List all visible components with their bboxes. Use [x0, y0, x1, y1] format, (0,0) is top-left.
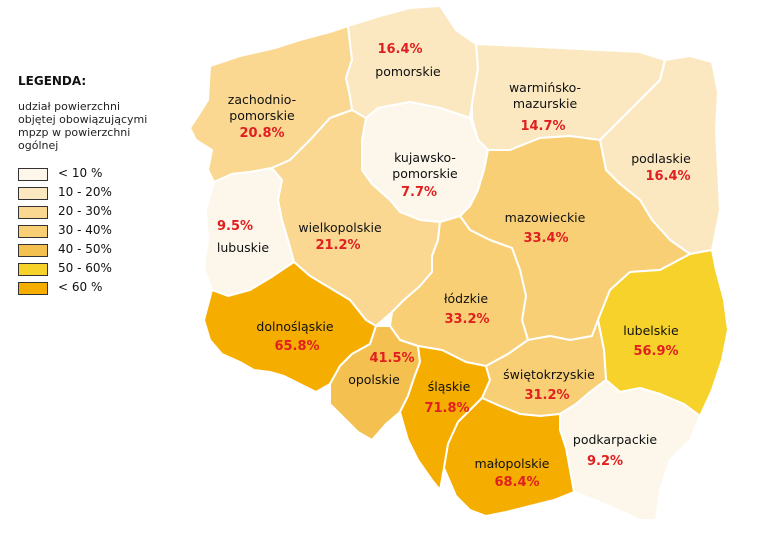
label-malopolskie: małopolskie	[474, 456, 549, 471]
label-lubelskie: lubelskie	[623, 323, 679, 338]
legend-swatch	[18, 206, 48, 219]
value-swietokrzyskie: 31.2%	[524, 388, 569, 403]
legend-item-label: < 10 %	[58, 166, 103, 180]
value-opolskie: 41.5%	[369, 351, 414, 366]
label-podlaskie: podlaskie	[631, 151, 691, 166]
value-podkarpackie: 9.2%	[587, 454, 623, 469]
legend-item-label: 10 - 20%	[58, 185, 112, 199]
label-lubuskie: lubuskie	[217, 240, 269, 255]
legend-swatch	[18, 263, 48, 276]
legend-description: udział powierzchni objętej obowiązującym…	[18, 100, 178, 152]
legend-swatch	[18, 244, 48, 257]
legend-item-label: 30 - 40%	[58, 223, 112, 237]
label-kujawsko-pomorskie-line1: kujawsko-	[394, 150, 456, 165]
value-dolnoslaskie: 65.8%	[274, 339, 319, 354]
label-slaskie: śląskie	[428, 379, 471, 394]
legend-item-label: 40 - 50%	[58, 242, 112, 256]
legend-description-line: objętej obowiązującymi	[18, 113, 148, 126]
region-malopolskie[interactable]	[443, 397, 575, 517]
label-warminsko-mazurskie-line1: warmińsko-	[509, 80, 581, 95]
label-wielkopolskie: wielkopolskie	[298, 220, 382, 235]
legend-description-line: ogólnej	[18, 139, 59, 152]
value-lubuskie: 9.5%	[217, 219, 253, 234]
legend-description-line: udział powierzchni	[18, 100, 121, 113]
legend: LEGENDA: udział powierzchni objętej obow…	[0, 0, 200, 300]
value-wielkopolskie: 21.2%	[315, 238, 360, 253]
region-podkarpackie[interactable]	[559, 379, 701, 521]
value-slaskie: 71.8%	[424, 401, 469, 416]
value-zachodniopomorskie: 20.8%	[239, 126, 284, 141]
label-mazowieckie: mazowieckie	[505, 210, 586, 225]
label-opolskie: opolskie	[348, 372, 400, 387]
region-opolskie[interactable]	[329, 325, 421, 441]
legend-item-label: < 60 %	[58, 280, 103, 294]
label-podkarpackie: podkarpackie	[573, 432, 658, 447]
label-dolnoslaskie: dolnośląskie	[256, 319, 333, 334]
label-kujawsko-pomorskie-line2: pomorskie	[392, 166, 458, 181]
legend-item-label: 50 - 60%	[58, 261, 112, 275]
label-pomorskie: pomorskie	[375, 64, 441, 79]
legend-swatch	[18, 282, 48, 295]
value-kujawsko-pomorskie: 7.7%	[401, 185, 437, 200]
value-malopolskie: 68.4%	[494, 475, 539, 490]
value-mazowieckie: 33.4%	[523, 231, 568, 246]
value-lodzkie: 33.2%	[444, 312, 489, 327]
label-warminsko-mazurskie-line2: mazurskie	[513, 96, 578, 111]
value-lubelskie: 56.9%	[633, 344, 678, 359]
label-zachodniopomorskie-line2: pomorskie	[229, 108, 295, 123]
value-warminsko-mazurskie: 14.7%	[520, 119, 565, 134]
legend-title: LEGENDA:	[18, 74, 87, 88]
legend-swatch	[18, 187, 48, 200]
value-podlaskie: 16.4%	[645, 169, 690, 184]
legend-swatch	[18, 225, 48, 238]
region-pomorskie[interactable]	[345, 5, 479, 119]
legend-swatch	[18, 168, 48, 181]
legend-item-label: 20 - 30%	[58, 204, 112, 218]
label-swietokrzyskie: świętokrzyskie	[503, 367, 595, 382]
legend-description-line: mpzp w powierzchni	[18, 126, 131, 139]
label-lodzkie: łódzkie	[444, 291, 488, 306]
value-pomorskie: 16.4%	[377, 42, 422, 57]
label-zachodniopomorskie-line1: zachodnio-	[228, 92, 296, 107]
